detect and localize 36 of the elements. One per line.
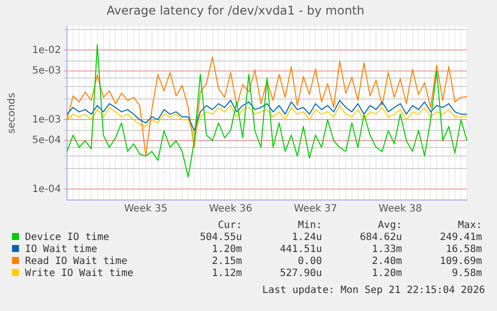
text: 1.20m: [210, 243, 242, 255]
y-tick-label: 5e-04: [32, 135, 61, 146]
legend-label: IO Wait time: [24, 243, 98, 255]
y-tick-label: 5e-03: [32, 66, 61, 77]
text: 1.24u: [290, 231, 322, 243]
y-tick-label: 1e-02: [32, 44, 61, 56]
legend-label: Write IO Wait time: [24, 267, 134, 279]
legend-label: Device IO time: [24, 231, 110, 243]
text: Min:: [296, 219, 322, 231]
x-tick-label: Week 36: [208, 204, 252, 215]
text: 2.15m: [210, 255, 242, 267]
text: 1.12m: [210, 267, 242, 279]
x-tick-label: Week 37: [294, 204, 338, 215]
x-tick-label: Week 38: [378, 204, 422, 215]
legend-label: Read IO Wait time: [24, 255, 128, 267]
text: 684.62u: [358, 231, 402, 243]
text: 249.41m: [438, 231, 482, 243]
text: 1.20m: [370, 267, 402, 279]
text: 109.69m: [438, 255, 482, 267]
text: Avg:: [376, 219, 402, 231]
text: 9.58m: [450, 267, 482, 279]
text: 441.51u: [278, 243, 322, 255]
y-tick-label: 1e-04: [32, 184, 61, 195]
text: 0.00: [296, 255, 322, 267]
y-tick-label: 1e-03: [32, 114, 61, 126]
text: Max:: [456, 219, 482, 231]
x-tick-label: Week 35: [124, 204, 168, 215]
text: Cur:: [216, 219, 242, 231]
text: 16.58m: [444, 243, 482, 255]
y-axis-title: seconds: [6, 92, 18, 134]
text: 1.33m: [370, 243, 402, 255]
text: 504.55u: [198, 231, 242, 243]
text: 527.90u: [278, 267, 322, 279]
text: Last update: Mon Sep 21 22:15:04 2026: [262, 285, 485, 296]
text: 2.40m: [370, 255, 402, 267]
chart-title: Average latency for /dev/xvda1 - by month: [106, 3, 364, 18]
